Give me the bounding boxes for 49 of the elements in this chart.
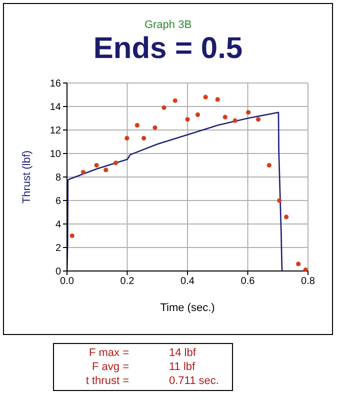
- chart-subtitle: Graph 3B: [143, 19, 193, 31]
- point: [185, 117, 190, 122]
- line-series: [67, 112, 283, 271]
- y-tick-label: 8: [55, 172, 62, 184]
- point: [203, 94, 208, 100]
- point: [195, 112, 200, 118]
- point: [114, 160, 118, 166]
- y-tick-label: 16: [50, 78, 62, 90]
- point: [80, 170, 86, 175]
- text: 0.711 sec.: [169, 374, 219, 388]
- text: F max =: [88, 346, 129, 360]
- point: [266, 162, 272, 168]
- point: [124, 136, 130, 141]
- point: [70, 233, 74, 238]
- text: t thrust =: [84, 374, 129, 388]
- y-tick-label: 0: [55, 266, 62, 278]
- point: [222, 114, 228, 120]
- x-tick-label: 0.0: [60, 276, 74, 288]
- y-tick-label: 4: [55, 220, 62, 231]
- point: [172, 98, 178, 103]
- point: [246, 110, 251, 115]
- chart-title: Ends = 0.5: [92, 32, 244, 66]
- y-tick-label: 14: [50, 102, 62, 114]
- x-tick-label: 0.2: [120, 276, 135, 288]
- point: [284, 214, 289, 220]
- x-tick-label: 0.8: [301, 276, 316, 288]
- point: [104, 168, 108, 172]
- y-tick-label: 2: [55, 243, 62, 254]
- x-tick-label: 0.4: [180, 276, 195, 288]
- y-tick-label: 10: [50, 149, 62, 160]
- point: [256, 117, 261, 122]
- point: [303, 268, 308, 271]
- point: [152, 125, 158, 130]
- text: 14 lbf: [169, 346, 196, 360]
- point: [215, 97, 220, 102]
- y-tick-label: 6: [55, 196, 62, 208]
- point: [162, 105, 166, 110]
- x-tick-label: 0.6: [240, 276, 256, 288]
- point: [94, 162, 99, 168]
- x-axis-title: Time (sec.): [160, 302, 215, 314]
- y-axis-title: Thrust (lbf): [20, 150, 33, 204]
- text: F avg =: [91, 360, 129, 374]
- point: [134, 123, 140, 128]
- point: [142, 136, 146, 141]
- y-tick-label: 12: [50, 126, 62, 137]
- point: [232, 118, 238, 123]
- point: [277, 198, 282, 203]
- text: 11 lbf: [169, 360, 196, 374]
- point: [296, 262, 301, 266]
